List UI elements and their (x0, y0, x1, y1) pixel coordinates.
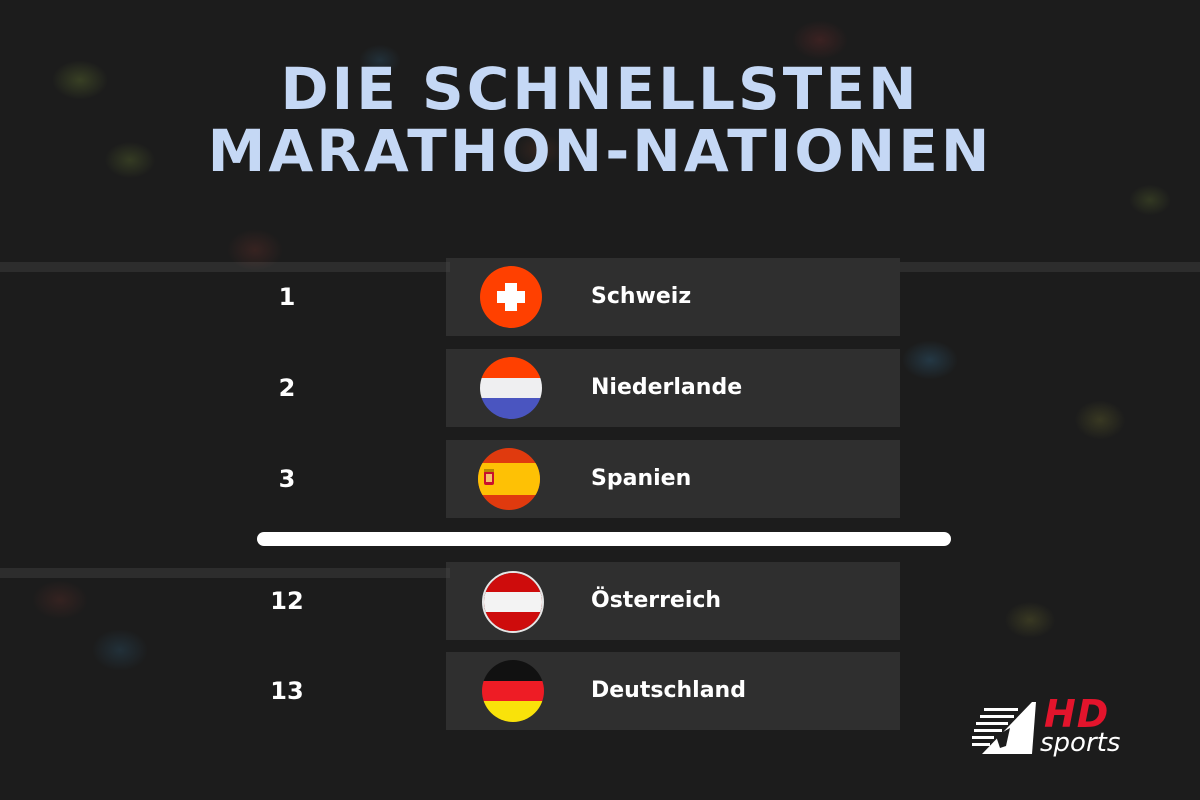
rank-number: 2 (278, 374, 296, 402)
rank-number: 13 (270, 677, 304, 705)
ranking-row: Österreich (446, 562, 900, 640)
rank-number: 12 (270, 587, 304, 615)
netherlands-flag-icon (480, 357, 542, 419)
ranking-row: Deutschland (446, 652, 900, 730)
ranking-row: Niederlande (446, 349, 900, 427)
country-name: Österreich (591, 588, 722, 613)
rank-number: 3 (278, 465, 296, 493)
country-name: Deutschland (591, 678, 746, 703)
track-lane-line (0, 262, 450, 272)
runner-icon (972, 702, 1036, 754)
ranking-divider (257, 532, 951, 546)
title-line-1: DIE SCHNELLSTEN (280, 55, 920, 123)
country-name: Niederlande (591, 375, 743, 400)
germany-flag-icon (482, 660, 544, 722)
logo-sports-text: sports (1040, 728, 1121, 758)
page-title: DIE SCHNELLSTEN MARATHON-NATIONEN (0, 58, 1200, 182)
ranking-row: Schweiz (446, 258, 900, 336)
title-line-2: MARATHON-NATIONEN (207, 117, 993, 185)
logo-hd-text: HD (1044, 692, 1110, 736)
track-lane-line (0, 568, 450, 578)
switzerland-flag-icon (480, 266, 542, 328)
spain-flag-icon (478, 448, 540, 510)
rank-number: 1 (278, 283, 296, 311)
track-lane-line (900, 262, 1200, 272)
country-name: Spanien (591, 466, 692, 491)
ranking-row: Spanien (446, 440, 900, 518)
hd-sports-logo: HD sports (966, 692, 1166, 764)
country-name: Schweiz (591, 284, 692, 309)
austria-flag-icon (482, 571, 544, 633)
